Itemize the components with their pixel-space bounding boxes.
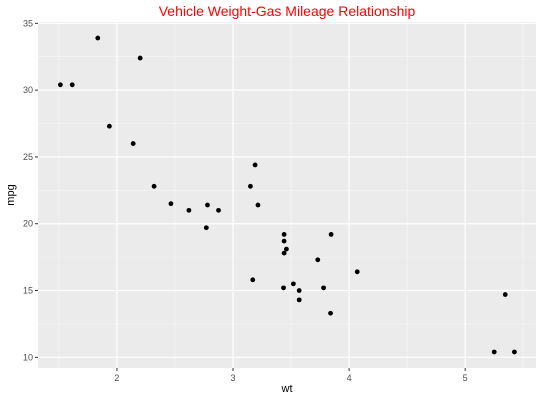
data-point (296, 297, 302, 303)
data-point (106, 123, 112, 129)
data-point (151, 183, 157, 189)
data-point (315, 257, 321, 263)
data-point (321, 285, 326, 291)
x-tick-label: 2 (114, 373, 119, 383)
plot-panel (38, 22, 536, 368)
minor-gridlines (38, 22, 536, 368)
data-point (203, 225, 209, 231)
data-point (252, 162, 258, 168)
data-point (95, 35, 101, 41)
major-gridlines (38, 22, 536, 368)
y-axis-title: mpg (5, 184, 17, 205)
x-tick-label: 4 (347, 373, 352, 383)
y-tick-label: 10 (23, 352, 33, 362)
data-point (186, 207, 192, 213)
data-point (58, 82, 63, 88)
data-point (491, 349, 497, 355)
y-tick-label: 15 (23, 286, 33, 296)
chart-title: Vehicle Weight-Gas Mileage Relationship (159, 3, 416, 19)
x-axis-ticks: 2 3 4 5 (114, 368, 468, 383)
data-point (250, 277, 256, 283)
y-tick-label: 25 (23, 152, 33, 162)
y-axis-ticks: 10 15 20 25 30 35 (23, 18, 38, 362)
data-point (502, 292, 508, 297)
data-point (328, 310, 333, 316)
x-axis-title: wt (281, 383, 293, 395)
data-point (290, 281, 296, 287)
data-point (255, 202, 261, 208)
data-point (281, 232, 287, 237)
x-tick-label: 3 (231, 373, 236, 383)
data-point (130, 141, 136, 146)
data-point (512, 349, 517, 355)
data-point (248, 183, 253, 189)
data-point (69, 82, 75, 88)
data-point (168, 201, 174, 207)
data-point (354, 269, 360, 275)
y-tick-label: 35 (23, 18, 33, 28)
data-point (281, 250, 287, 256)
data-point (328, 232, 334, 237)
data-point (216, 207, 221, 213)
data-point (281, 238, 287, 244)
data-point (281, 285, 286, 291)
data-point (205, 202, 210, 208)
data-point (284, 246, 289, 252)
y-tick-label: 20 (23, 219, 33, 229)
data-point (296, 288, 302, 293)
x-tick-label: 5 (463, 373, 468, 383)
y-tick-label: 30 (23, 85, 33, 95)
data-point (137, 55, 143, 61)
data-points (58, 35, 517, 355)
